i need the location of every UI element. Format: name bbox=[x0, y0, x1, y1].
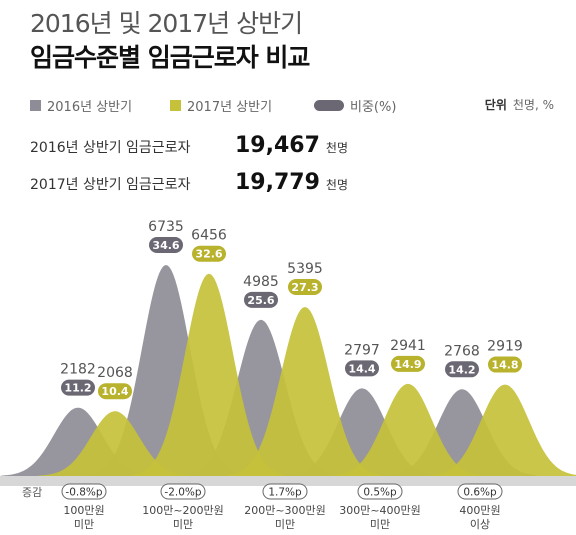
share-pill-2017-0 bbox=[98, 383, 132, 400]
share-pill-2016-0 bbox=[61, 379, 95, 396]
change-pill-4 bbox=[457, 483, 503, 500]
category-label-0-line0: 100만원 bbox=[63, 504, 104, 517]
legend-item-2017: 2017년 상반기 bbox=[170, 96, 272, 115]
value-label-2017-4: 2919 bbox=[487, 339, 523, 355]
share-label-2017-0: 10.4 bbox=[101, 385, 128, 398]
category-label-4-line1: 이상 bbox=[470, 518, 490, 531]
summary-row-2016: 2016년 상반기 임금근로자 19,467 천명 bbox=[30, 133, 348, 158]
share-label-2016-2: 25.6 bbox=[247, 294, 274, 307]
share-label-2017-3: 14.9 bbox=[394, 358, 421, 371]
unit-note: 단위 천명, % bbox=[485, 96, 554, 113]
summary-value-2016: 19,467 bbox=[235, 133, 320, 158]
value-label-2016-3: 2797 bbox=[344, 342, 380, 358]
legend-item-2016: 2016년 상반기 bbox=[30, 96, 132, 115]
share-pill-2017-1 bbox=[192, 245, 226, 262]
summary-unit-2016: 천명 bbox=[325, 141, 348, 155]
share-label-2017-4: 14.8 bbox=[491, 359, 518, 372]
change-pill-2 bbox=[262, 483, 308, 500]
legend-swatch-2017 bbox=[170, 100, 181, 111]
change-value-1: -2.0%p bbox=[164, 487, 201, 499]
peak-2017-2 bbox=[228, 307, 381, 476]
unit-label: 단위 bbox=[484, 98, 507, 112]
share-label-2017-1: 32.6 bbox=[195, 248, 222, 261]
category-label-1-line1: 미만 bbox=[173, 518, 193, 531]
summary-unit-2017: 천명 bbox=[325, 178, 348, 192]
value-label-2016-4: 2768 bbox=[444, 343, 480, 359]
share-pill-2016-1 bbox=[149, 237, 183, 253]
category-label-0-line1: 미만 bbox=[74, 518, 94, 531]
share-pill-2017-4 bbox=[488, 356, 522, 373]
change-value-3: 0.5%p bbox=[363, 487, 397, 499]
share-pill-2016-3 bbox=[345, 360, 379, 377]
legend-label-2017: 2017년 상반기 bbox=[187, 100, 273, 115]
category-label-3-line1: 미만 bbox=[370, 518, 390, 531]
value-label-2016-0: 2182 bbox=[60, 362, 96, 378]
value-label-2017-2: 5395 bbox=[287, 261, 323, 277]
summary-row-2017: 2017년 상반기 임금근로자 19,779 천명 bbox=[30, 170, 348, 195]
baseline-band bbox=[0, 476, 576, 486]
change-value-4: 0.6%p bbox=[463, 487, 497, 499]
share-label-2016-3: 14.4 bbox=[348, 362, 375, 375]
value-label-2017-0: 2068 bbox=[97, 365, 133, 381]
value-label-2017-1: 6456 bbox=[191, 228, 227, 244]
category-label-1-line0: 100만~200만원 bbox=[142, 504, 224, 517]
change-row-label: 증감 bbox=[22, 486, 42, 499]
legend-label-2016: 2016년 상반기 bbox=[47, 100, 133, 115]
category-label-4-line0: 400만원 bbox=[459, 504, 500, 517]
chart-title-line2: 임금수준별 임금근로자 비교 bbox=[30, 43, 310, 72]
legend-swatch-2016 bbox=[30, 100, 41, 111]
value-label-2017-3: 2941 bbox=[390, 338, 426, 354]
share-label-2016-4: 14.2 bbox=[448, 363, 475, 376]
share-pill-2016-2 bbox=[244, 291, 278, 308]
category-label-3-line0: 300만~400만원 bbox=[339, 504, 421, 517]
category-label-2-line1: 미만 bbox=[275, 518, 295, 531]
legend-label-share: 비중(%) bbox=[350, 100, 397, 115]
change-pill-0 bbox=[61, 483, 107, 500]
share-label-2016-1: 34.6 bbox=[152, 239, 179, 252]
share-label-2017-2: 27.3 bbox=[291, 281, 318, 294]
legend-swatch-share bbox=[314, 100, 344, 111]
share-pill-2017-2 bbox=[288, 278, 322, 295]
unit-value: 천명, % bbox=[512, 98, 554, 112]
peak-2017-3 bbox=[331, 383, 484, 476]
chart-title-line1: 2016년 및 2017년 상반기 bbox=[30, 9, 303, 38]
share-pill-2016-4 bbox=[445, 361, 479, 378]
summary-label-2017: 2017년 상반기 임금근로자 bbox=[30, 177, 191, 193]
change-pill-3 bbox=[357, 483, 403, 500]
peak-2017-0 bbox=[38, 411, 191, 476]
summary-label-2016: 2016년 상반기 임금근로자 bbox=[30, 140, 191, 156]
peak-2017-1 bbox=[132, 273, 285, 476]
value-label-2016-1: 6735 bbox=[148, 219, 184, 235]
legend-item-share: 비중(%) bbox=[314, 96, 396, 115]
peak-2017-4 bbox=[428, 384, 576, 476]
share-label-2016-0: 11.2 bbox=[64, 382, 91, 395]
share-pill-2017-3 bbox=[391, 355, 425, 372]
change-value-2: 1.7%p bbox=[268, 487, 302, 499]
change-pill-1 bbox=[160, 483, 206, 500]
value-label-2016-2: 4985 bbox=[243, 274, 279, 290]
summary-value-2017: 19,779 bbox=[235, 170, 320, 195]
change-value-0: -0.8%p bbox=[65, 487, 102, 499]
category-label-2-line0: 200만~300만원 bbox=[244, 504, 326, 517]
